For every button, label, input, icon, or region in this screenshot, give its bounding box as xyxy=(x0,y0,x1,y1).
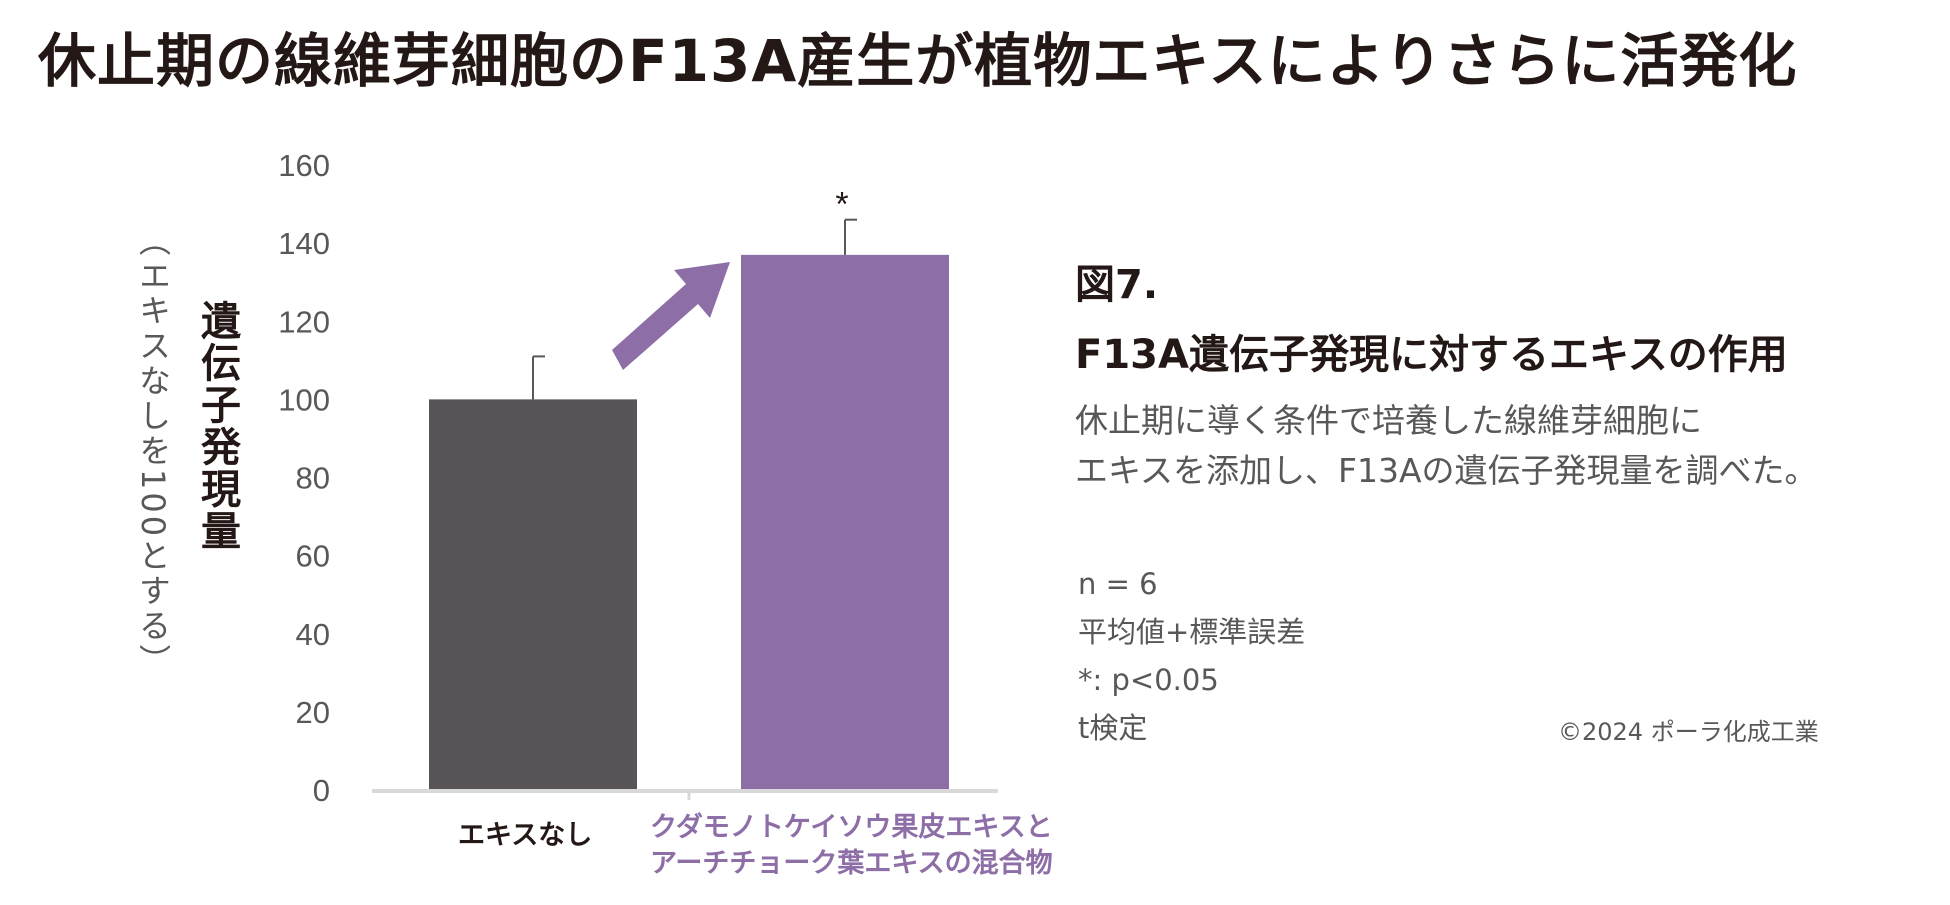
y-tick-label: 140 xyxy=(278,226,330,261)
y-tick-label: 40 xyxy=(296,617,330,652)
x-category-label-line: クダモノトケイソウ果皮エキスと xyxy=(650,812,1053,843)
stats-line: n = 6 xyxy=(1078,567,1158,601)
y-axis-ticks: 0 20 40 60 80 100 120 140 160 xyxy=(278,148,330,808)
stats-line: t検定 xyxy=(1078,711,1148,745)
x-category-label-line: アーチチョーク葉エキスの混合物 xyxy=(650,848,1053,879)
page-title: 休止期の線維芽細胞のF13A産生が植物エキスによりさらに活発化 xyxy=(38,27,1798,95)
description-line: 休止期に導く条件で培養した線維芽細胞に xyxy=(1075,401,1702,440)
y-tick-label: 20 xyxy=(296,695,330,730)
y-axis-sublabel: （エキスなしを100とする） xyxy=(134,224,172,680)
figure-title: F13A遺伝子発現に対するエキスの作用 xyxy=(1075,332,1788,378)
y-tick-label: 80 xyxy=(296,461,330,496)
stats-line: *: p<0.05 xyxy=(1078,663,1219,697)
y-tick-label: 100 xyxy=(278,382,330,417)
copyright: ©2024 ポーラ化成工業 xyxy=(1558,718,1819,746)
significance-marker: * xyxy=(835,186,848,224)
bar xyxy=(741,254,949,790)
figure-description: 休止期に導く条件で培養した線維芽細胞に エキスを添加し、F13Aの遺伝子発現量を… xyxy=(1075,396,1818,496)
y-axis-label: 遺伝子発現量 xyxy=(194,300,240,552)
stats-line: 平均値+標準誤差 xyxy=(1078,615,1306,649)
y-tick-label: 160 xyxy=(278,148,330,183)
y-tick-label: 0 xyxy=(313,773,330,808)
description-line: エキスを添加し、F13Aの遺伝子発現量を調べた。 xyxy=(1075,451,1818,490)
figure-number: 図7. xyxy=(1075,262,1159,308)
increase-arrow-icon xyxy=(612,262,730,370)
y-tick-label: 120 xyxy=(278,304,330,339)
statistics-notes: n = 6 平均値+標準誤差 *: p<0.05 t検定 xyxy=(1078,560,1305,752)
error-bars xyxy=(532,218,857,400)
x-category-label-extract: クダモノトケイソウ果皮エキスと アーチチョーク葉エキスの混合物 xyxy=(650,810,1053,882)
bars xyxy=(429,254,949,790)
y-tick-label: 60 xyxy=(296,539,330,574)
bar xyxy=(429,399,637,790)
x-category-label-control: エキスなし xyxy=(458,820,593,851)
